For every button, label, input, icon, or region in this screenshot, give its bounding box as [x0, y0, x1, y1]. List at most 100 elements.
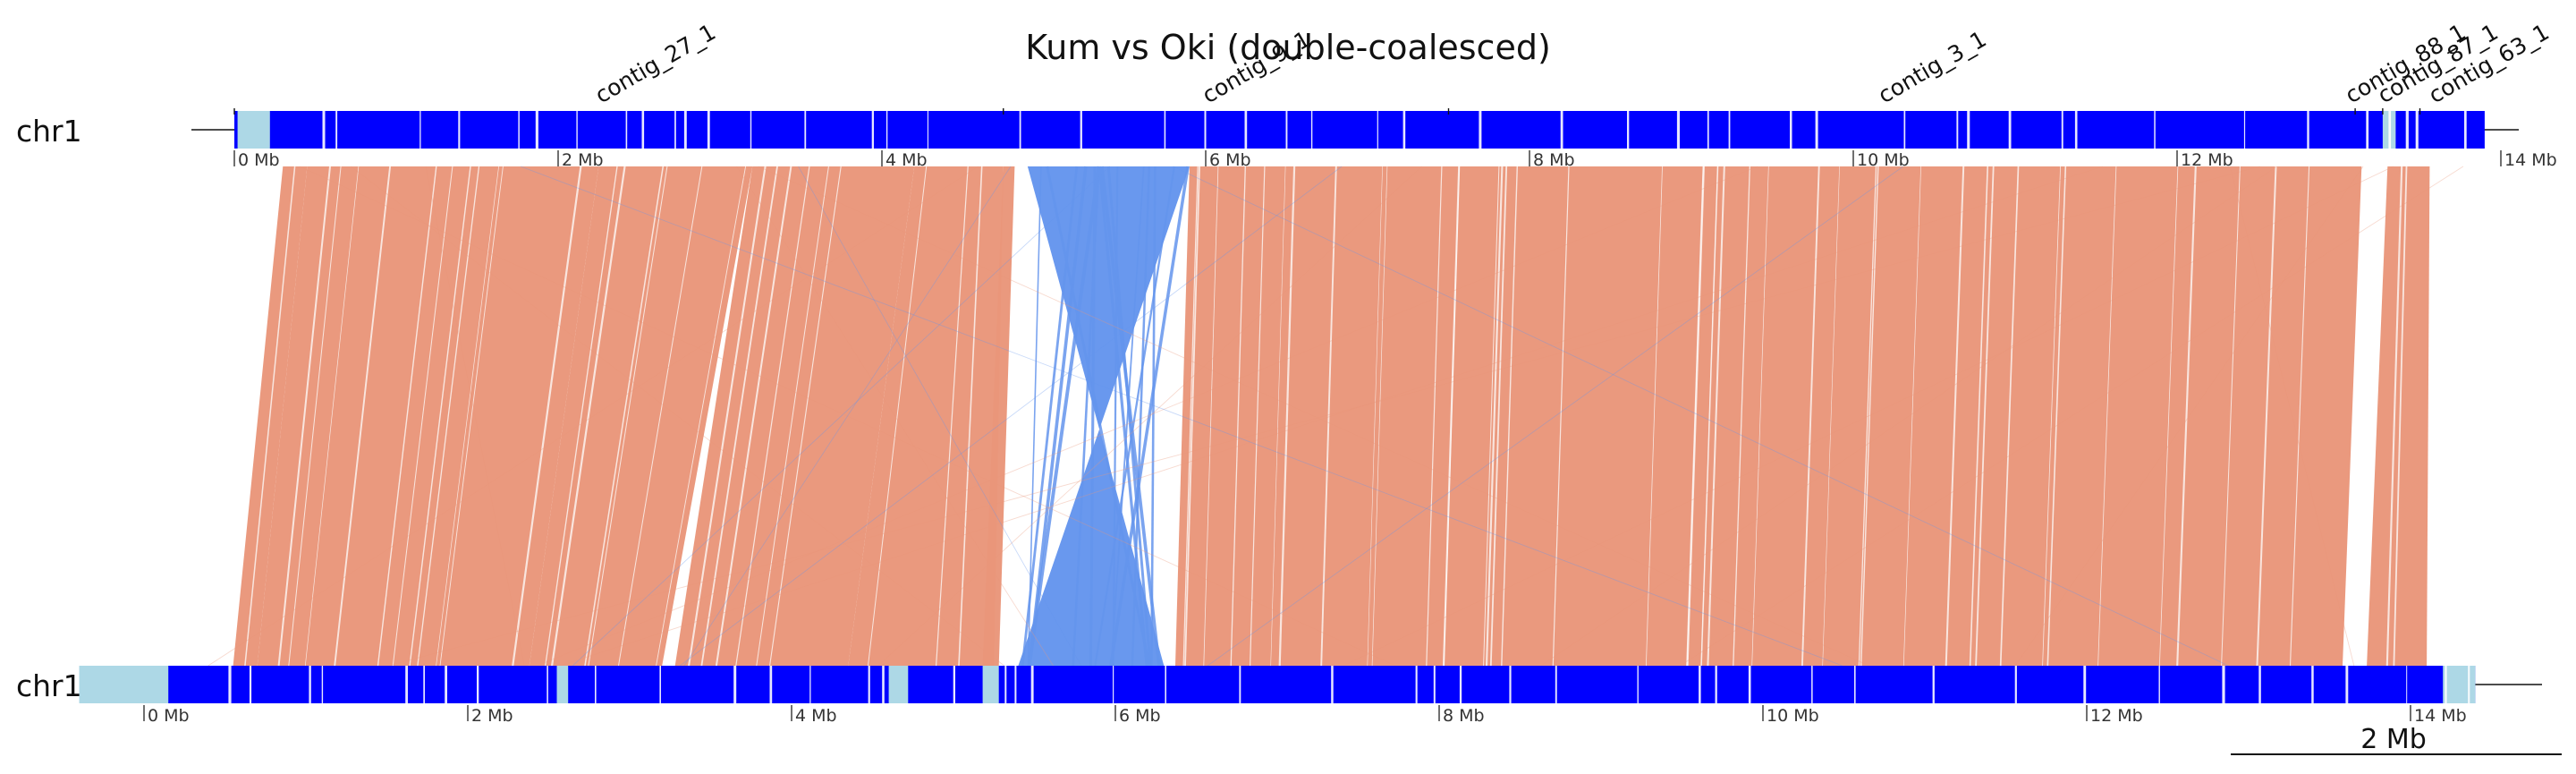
- bottom-tick-label-2: 4 Mb: [795, 706, 837, 726]
- minor-link-14: [388, 166, 2260, 667]
- bottom-unplaced-start: [79, 666, 144, 703]
- top-gap-44: [2388, 111, 2392, 149]
- top-tick-label-1: 2 Mb: [562, 150, 604, 170]
- minor-link-16: [520, 166, 1843, 667]
- top-gap-2: [419, 111, 421, 149]
- bottom-gap-14: [868, 666, 870, 703]
- inverted-strand-6: [1046, 166, 1151, 667]
- top-gap-15: [886, 111, 888, 149]
- contig-label-0: contig_27_1: [590, 19, 720, 108]
- bottom-gap-24: [1415, 666, 1418, 703]
- bottom-gap-16: [953, 666, 955, 703]
- block-7-break-7: [1483, 166, 1500, 667]
- top-gap-13: [804, 111, 807, 149]
- top-gap-26: [1479, 111, 1482, 149]
- block-7-break-22: [1860, 166, 1879, 667]
- inverted-strand-10: [1150, 166, 1157, 667]
- bottom-chromosome-label: chr1: [16, 668, 82, 703]
- bottom-gap-45: [2468, 666, 2470, 703]
- block-4-break-1: [958, 166, 983, 667]
- bottom-gap-42: [2345, 666, 2349, 703]
- figure-title: Kum vs Oki (double-coalesced): [1025, 28, 1551, 67]
- bottom-gap-4: [405, 666, 408, 703]
- top-tick-label-4: 8 Mb: [1533, 150, 1575, 170]
- bottom-gap-28: [1555, 666, 1557, 703]
- block-8-break-1: [2385, 166, 2403, 667]
- block-7-break-25: [1203, 166, 1219, 667]
- bottom-gap-41: [2311, 666, 2314, 703]
- bottom-gap-38: [2158, 666, 2160, 703]
- block-7-break-1: [1230, 166, 1246, 667]
- bottom-unplaced-region-1: [556, 666, 569, 703]
- inverted-strand-8: [1100, 166, 1161, 667]
- top-gap-14: [871, 111, 874, 149]
- bottom-gap-30: [1699, 666, 1701, 703]
- block-7-break-9: [1489, 166, 1508, 667]
- minor-link-7: [1540, 166, 2277, 667]
- bottom-gap-40: [2258, 666, 2261, 703]
- top-gap-22: [1285, 111, 1288, 149]
- block-7-break-37: [2097, 166, 2117, 667]
- top-chromosome-bar: [234, 111, 2485, 149]
- syntenic-block-2: [529, 166, 753, 666]
- block-7-break-16: [1975, 166, 1995, 667]
- minor-link-4: [1343, 166, 2394, 667]
- bottom-gap-27: [1509, 666, 1512, 703]
- bottom-gap-18: [1014, 666, 1017, 703]
- inverted-strand-5: [1094, 166, 1176, 667]
- bottom-gap-44: [2445, 666, 2447, 703]
- block-3-break-2: [735, 166, 810, 667]
- block-7-break-20: [1278, 166, 1296, 667]
- top-gap-29: [1676, 111, 1680, 149]
- block-7-break-14: [1552, 166, 1570, 667]
- block-1-break-6: [392, 166, 453, 667]
- block-7-break-40: [1646, 166, 1663, 667]
- block-3-break-3: [688, 166, 767, 667]
- block-2-break-4: [551, 166, 626, 667]
- top-gap-8: [641, 111, 645, 149]
- bottom-gap-22: [1239, 666, 1241, 703]
- top-gap-43: [2366, 111, 2369, 149]
- top-tick-label-2: 4 Mb: [886, 150, 928, 170]
- top-gap-34: [1903, 111, 1906, 149]
- top-gap-28: [1627, 111, 1630, 149]
- bottom-gap-17: [1004, 666, 1007, 703]
- bottom-tick-label-6: 12 Mb: [2090, 706, 2143, 726]
- block-2-break-5: [588, 166, 668, 667]
- minor-link-3: [877, 166, 1422, 667]
- bottom-unplaced-end-0: [2443, 666, 2476, 703]
- top-tick-label-3: 6 Mb: [1209, 150, 1251, 170]
- bottom-gap-2: [309, 666, 311, 703]
- scale-bar: 2 Mb: [2231, 724, 2562, 755]
- bottom-gap-32: [1748, 666, 1751, 703]
- block-7-break-10: [2176, 166, 2197, 667]
- block-2-break-3: [618, 166, 703, 667]
- syntenic-ribbons: [208, 166, 2464, 667]
- block-7-break-3: [2289, 166, 2310, 667]
- minor-link-8: [559, 166, 2103, 667]
- bottom-gap-7: [477, 666, 479, 703]
- top-tick-label-0: 0 Mb: [238, 150, 280, 170]
- minor-link-6: [758, 166, 1869, 667]
- block-3-break-5: [756, 166, 829, 667]
- block-7-break-19: [1858, 166, 1877, 667]
- top-unplaced-region-0: [237, 111, 270, 149]
- block-7-break-41: [1733, 166, 1750, 667]
- inverted-strand-9: [1089, 166, 1097, 667]
- top-gap-21: [1244, 111, 1248, 149]
- top-tick-label-5: 10 Mb: [1857, 150, 1910, 170]
- syntenic-block-5: [982, 166, 1015, 666]
- bottom-gap-43: [2406, 666, 2408, 703]
- minor-link-21: [2014, 166, 2364, 667]
- minor-link-18: [683, 166, 1012, 667]
- top-gap-3: [458, 111, 461, 149]
- inverted-strand-14: [1131, 166, 1151, 667]
- syntenic-block-8: [2367, 166, 2430, 666]
- bottom-gap-29: [1637, 666, 1639, 703]
- inverted-strand-1: [1028, 166, 1088, 667]
- bottom-gap-13: [809, 666, 811, 703]
- minor-link-10: [425, 166, 525, 667]
- block-4-break-0: [936, 166, 969, 667]
- block-7-break-28: [1442, 166, 1461, 667]
